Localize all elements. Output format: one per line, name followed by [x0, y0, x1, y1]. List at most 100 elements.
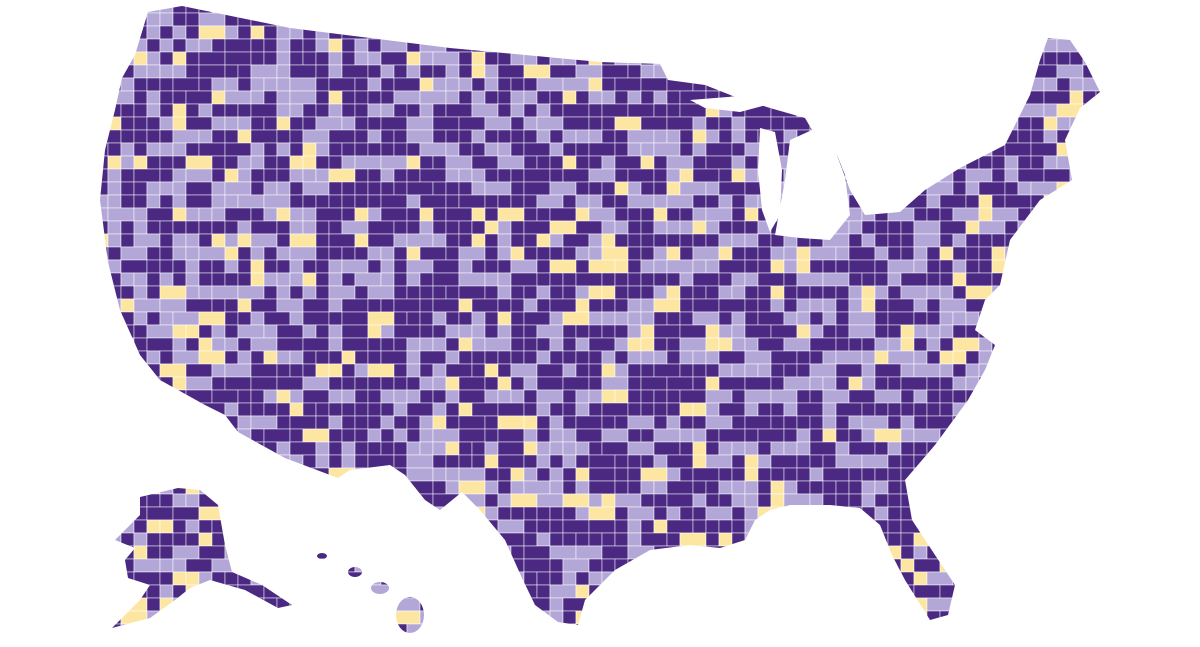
county [822, 311, 837, 326]
county [601, 571, 616, 586]
county [913, 51, 928, 66]
county [224, 38, 252, 53]
county [653, 25, 668, 40]
county [497, 428, 525, 443]
county [601, 233, 616, 248]
county [510, 129, 525, 144]
county [1069, 6, 1084, 14]
county [394, 637, 407, 647]
county [536, 454, 551, 469]
county [1004, 506, 1032, 521]
county [705, 532, 720, 547]
county [445, 246, 460, 261]
county [445, 480, 460, 495]
county [328, 545, 343, 560]
county [965, 311, 980, 326]
county [757, 519, 785, 534]
county [380, 324, 395, 339]
county [978, 337, 993, 352]
county [211, 103, 226, 118]
county [120, 480, 135, 495]
county [796, 610, 811, 625]
county [1095, 545, 1100, 560]
county [315, 272, 330, 287]
county [679, 597, 694, 612]
county [848, 610, 863, 625]
county [1095, 25, 1100, 40]
county [978, 610, 993, 625]
county [952, 597, 967, 612]
county [302, 376, 330, 391]
county [497, 584, 512, 599]
county [991, 558, 1006, 573]
county [653, 259, 668, 274]
county [731, 116, 746, 131]
county [1030, 155, 1045, 170]
county [198, 6, 213, 14]
county [614, 298, 629, 313]
county [887, 129, 902, 144]
county [848, 246, 876, 261]
county [471, 610, 486, 625]
county [1095, 519, 1100, 534]
county [679, 623, 694, 633]
county [614, 311, 629, 326]
county [1109, 364, 1135, 377]
county [796, 571, 811, 586]
county [1069, 623, 1084, 633]
county [315, 103, 330, 118]
county [575, 545, 603, 560]
county [263, 90, 278, 105]
county [900, 25, 928, 40]
county [536, 129, 551, 144]
county [367, 532, 382, 547]
county [237, 350, 252, 365]
county [913, 64, 941, 79]
county [393, 259, 408, 274]
county [796, 194, 811, 209]
county [100, 506, 109, 521]
county [783, 376, 811, 391]
county [1056, 181, 1071, 196]
county [302, 103, 317, 118]
county [1056, 428, 1071, 443]
county [679, 467, 694, 482]
county [601, 38, 616, 53]
county [848, 220, 863, 235]
county [926, 311, 941, 326]
county [497, 610, 512, 625]
county [315, 25, 330, 40]
county [1017, 103, 1045, 118]
county [471, 623, 486, 633]
county [861, 480, 876, 495]
county [653, 181, 668, 196]
county [991, 623, 1006, 633]
county [237, 571, 252, 586]
county [771, 637, 784, 647]
county [666, 116, 694, 131]
county [666, 51, 681, 66]
county [640, 467, 668, 482]
county [211, 532, 226, 547]
county [952, 116, 967, 131]
county [303, 637, 329, 647]
county [484, 493, 499, 508]
county [770, 246, 785, 261]
county [692, 480, 707, 495]
county [224, 51, 252, 66]
county [380, 12, 395, 27]
county [705, 584, 733, 599]
county [224, 129, 239, 144]
county [562, 480, 577, 495]
county [1004, 142, 1032, 157]
county [484, 168, 499, 183]
county [536, 363, 564, 378]
county [536, 506, 551, 521]
county [172, 376, 187, 391]
county [1109, 91, 1122, 104]
county [640, 38, 655, 53]
county [900, 38, 915, 53]
county [367, 454, 395, 469]
county [991, 25, 1019, 40]
county [822, 493, 837, 508]
